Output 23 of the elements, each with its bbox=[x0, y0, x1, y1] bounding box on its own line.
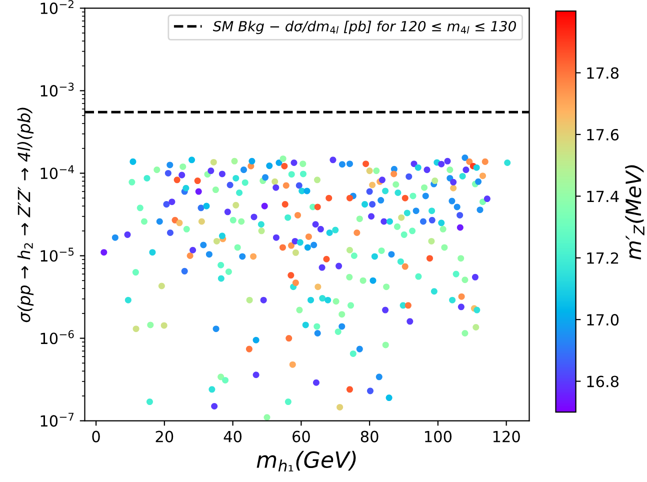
color-bar-label: 17.8 bbox=[587, 67, 619, 79]
legend-label: SM Bkg − dσ/dm$_{4l}$ [pb] for 120 ≤ m$_{4l}$ ≤ 130 bbox=[212, 20, 516, 34]
y-tick-label: 10$^{−6}$ bbox=[40, 330, 74, 344]
x-tick-label: 80 bbox=[360, 430, 378, 442]
x-tick-label: 120 bbox=[493, 430, 520, 442]
y-tick-label: 10$^{−7}$ bbox=[40, 412, 74, 427]
x-tick-label: 100 bbox=[425, 430, 452, 442]
x-tick-label: 60 bbox=[292, 430, 310, 442]
color-bar-label: 17.4 bbox=[587, 190, 619, 202]
color-bar-title: m′$_{Z}$(MeV) bbox=[625, 165, 644, 260]
y-tick-label: 10$^{−2}$ bbox=[40, 0, 74, 14]
color-bar-label: 16.8 bbox=[587, 376, 619, 388]
x-tick-label: 0 bbox=[92, 430, 100, 442]
color-bar-label: 17.6 bbox=[587, 128, 619, 140]
y-tick-label: 10$^{−4}$ bbox=[40, 165, 74, 180]
color-bar-label: 17.2 bbox=[587, 252, 618, 264]
x-tick-label: 20 bbox=[156, 430, 174, 442]
y-tick-label: 10$^{−5}$ bbox=[40, 248, 74, 262]
color-bar-label: 17.0 bbox=[587, 314, 619, 326]
y-axis-title: σ(pp → h$_{2}$ → Z′Z′ → 4l)(pb) bbox=[17, 108, 34, 322]
x-axis-title: m$_{h₁}$(GeV) bbox=[256, 450, 356, 472]
x-tick-label: 40 bbox=[224, 430, 242, 442]
y-tick-label: 10$^{−3}$ bbox=[40, 82, 74, 97]
